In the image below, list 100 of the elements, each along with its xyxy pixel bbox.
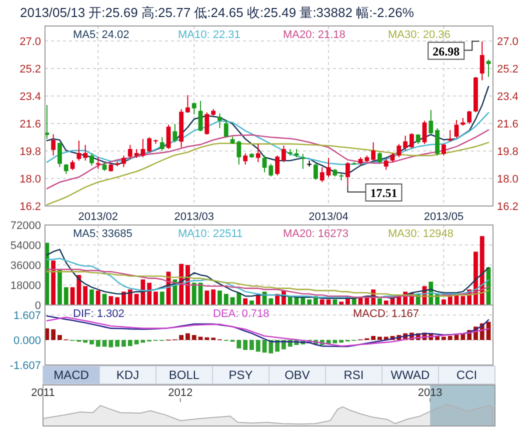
bar: [218, 290, 222, 305]
candlestick: [204, 112, 210, 136]
line-series: [46, 248, 490, 299]
candlestick: [384, 158, 388, 170]
text: MA5: 24.02: [73, 29, 130, 41]
candlestick: [422, 120, 427, 144]
candlestick: [346, 162, 350, 186]
x-tick-label: 2013/05: [424, 211, 464, 223]
bar: [480, 236, 484, 305]
y-tick-label: 54000: [10, 240, 41, 252]
candlestick: [218, 112, 222, 129]
annotation: 26.98: [432, 44, 460, 58]
bar: [378, 336, 382, 340]
candlestick: [76, 140, 82, 162]
y2-tick-label: 18.0: [497, 173, 518, 186]
text: CCI: [456, 368, 478, 382]
bar: [122, 340, 126, 347]
candlestick: [320, 166, 324, 183]
bar: [140, 340, 146, 343]
candlestick: [128, 144, 132, 160]
candlestick: [416, 134, 420, 144]
bar: [108, 296, 114, 305]
candlestick: [64, 163, 68, 174]
bar: [51, 260, 56, 305]
candlestick: [378, 152, 382, 164]
candlestick: [300, 153, 306, 170]
bar: [90, 340, 94, 344]
y-tick-label: 27.0: [20, 36, 41, 48]
bar: [115, 297, 120, 305]
bar: [128, 289, 132, 305]
text: MA30: 12948: [388, 228, 454, 240]
series-label: DIF: 1.302: [73, 308, 124, 320]
callout: 17.51: [347, 183, 402, 202]
bar: [442, 299, 446, 305]
bar: [378, 298, 382, 305]
bar: [192, 335, 196, 340]
candlestick: [83, 144, 88, 162]
bar: [64, 287, 68, 305]
y-tick-label: 1.607: [13, 310, 41, 322]
bar: [96, 290, 100, 305]
candlestick: [326, 157, 331, 178]
candlestick: [70, 160, 75, 171]
candlestick: [454, 119, 459, 139]
candlestick: [192, 102, 196, 115]
y2-tick-label: 25.2: [497, 63, 518, 76]
bar: [256, 295, 260, 305]
candlestick: [396, 143, 402, 158]
x-tick-label: 2013/04: [308, 211, 348, 223]
series-label: DEA: 0.718: [213, 308, 270, 320]
bar: [256, 340, 260, 352]
series-label: MACD: 1.167: [353, 308, 420, 320]
bar: [83, 286, 88, 305]
candlestick: [428, 110, 434, 135]
candlestick: [448, 130, 452, 142]
y2-tick-label: 21.6: [497, 118, 518, 130]
y-tick-label: 19.8: [20, 146, 41, 158]
text: MA20: 21.18: [283, 29, 346, 41]
candlestick: [371, 142, 376, 162]
candlestick: [268, 163, 274, 178]
bar: [211, 289, 216, 305]
bar: [179, 335, 184, 340]
candlestick: [435, 128, 440, 156]
y-tick-label: 18.0: [20, 173, 41, 186]
candlestick: [224, 119, 228, 138]
bar: [250, 340, 254, 350]
text: RSI: [344, 368, 364, 382]
candlestick: [314, 163, 318, 180]
bar: [204, 337, 210, 340]
y-tick-label: 0.000: [13, 335, 41, 347]
bar: [108, 340, 114, 348]
x-tick-label: 2013: [418, 387, 442, 399]
candlestick: [140, 138, 146, 158]
bar: [332, 299, 338, 305]
y2-tick-label: 27.0: [497, 36, 518, 48]
candlestick: [90, 152, 94, 166]
candlestick: [256, 143, 260, 163]
candlestick: [275, 155, 280, 176]
y2-tick-label: 16.2: [497, 201, 518, 213]
candlestick: [172, 123, 178, 143]
candlestick: [243, 152, 248, 166]
candlestick: [410, 132, 414, 148]
y-tick-label: 16.2: [20, 201, 41, 213]
bar: [160, 292, 164, 305]
candlestick: [58, 142, 62, 168]
bar: [339, 340, 344, 343]
y-tick-label: 36000: [10, 260, 41, 272]
y-tick-label: 23.4: [20, 90, 41, 103]
bar: [58, 269, 62, 305]
bar: [332, 340, 338, 344]
callout: 26.98: [428, 40, 480, 60]
text: KDJ: [116, 368, 140, 382]
bar: [250, 300, 254, 305]
bar: [198, 336, 203, 340]
chart-title: 2013/05/13 开:25.69 高:25.77 低:24.65 收:25.49 量:33882 幅:-2.26%: [20, 5, 414, 20]
bar: [224, 294, 228, 305]
text: BOLL: [168, 368, 200, 382]
bar: [442, 336, 446, 340]
bar: [371, 336, 376, 340]
bar: [96, 340, 100, 347]
text: OBV: [284, 368, 310, 382]
